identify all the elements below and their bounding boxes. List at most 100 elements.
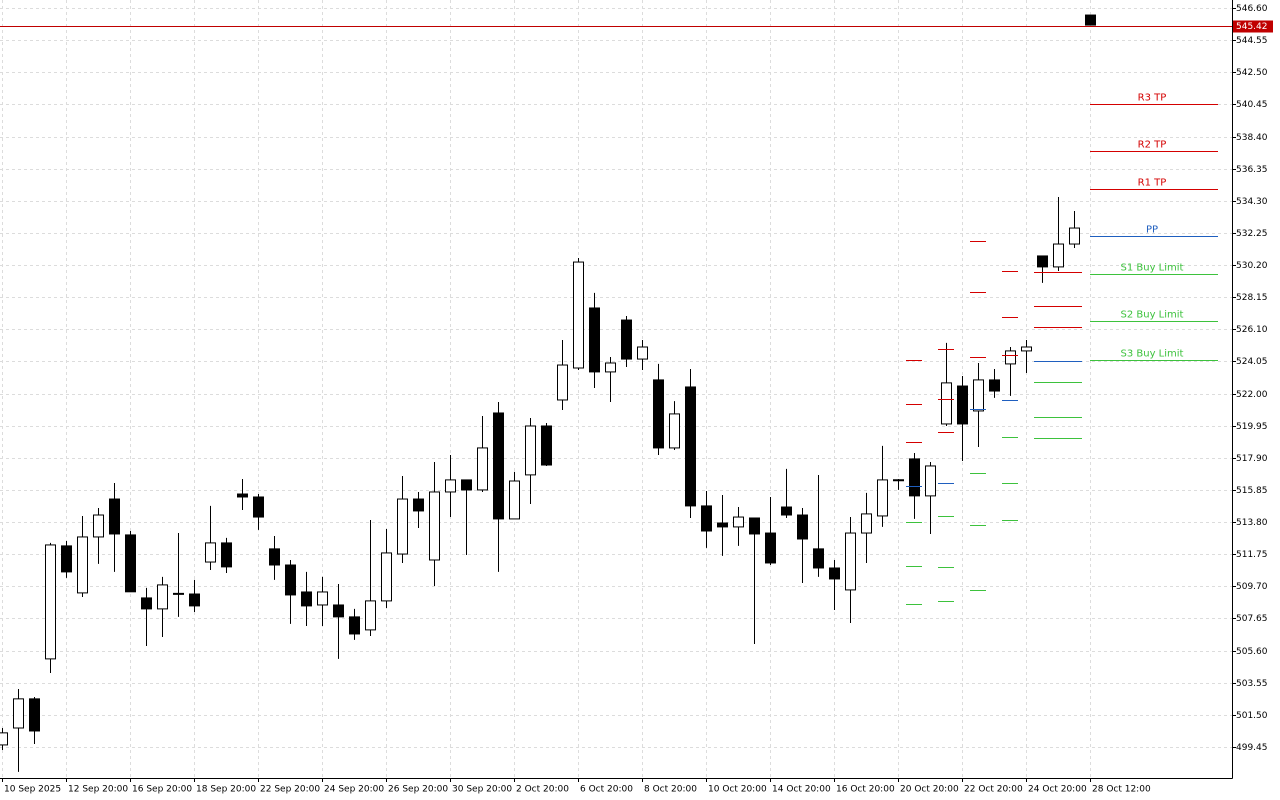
y-tick-label: 536.35: [1236, 165, 1268, 175]
candle-body: [269, 548, 280, 566]
x-tick-label: 16 Oct 20:00: [836, 785, 895, 795]
x-tick-label: 10 Sep 2025: [4, 785, 61, 795]
x-tick-label: 12 Sep 20:00: [68, 785, 128, 795]
candle-body: [861, 513, 872, 534]
y-tick-label: 526.10: [1236, 325, 1268, 335]
candle-body: [253, 496, 264, 518]
candle-body: [541, 425, 552, 466]
candle-body: [61, 545, 72, 573]
candle-body: [349, 616, 360, 635]
candle-body: [765, 532, 776, 564]
candle-body: [1005, 350, 1016, 365]
x-tick-label: 28 Oct 12:00: [1092, 785, 1151, 795]
candle-body: [397, 498, 408, 555]
level-label: PP: [1146, 225, 1158, 236]
candle-body: [205, 542, 216, 563]
candle-body: [333, 604, 344, 618]
candle-body: [13, 698, 24, 729]
y-tick-label: 499.45: [1236, 743, 1268, 753]
y-tick-label: 505.60: [1236, 647, 1268, 657]
x-tick-label: 30 Sep 20:00: [452, 785, 512, 795]
level-label: S2 Buy Limit: [1121, 310, 1184, 321]
axes: 546.60 544.55 542.50 540.45 538.40 536.35 534.…: [2, 4, 1273, 795]
candle-body: [573, 261, 584, 369]
x-tick-label: 8 Oct 20:00: [644, 785, 697, 795]
candle-body: [125, 534, 136, 593]
current-price-box: [1233, 20, 1273, 33]
candle-body: [973, 379, 984, 412]
x-tick-label: 22 Oct 20:00: [964, 785, 1023, 795]
candle-body: [589, 307, 600, 373]
candle-body: [365, 600, 376, 631]
candle-body: [237, 493, 248, 498]
candle-body: [813, 548, 824, 569]
candle-body: [461, 479, 472, 491]
grid: [0, 0, 1232, 778]
candle-body: [141, 597, 152, 610]
x-tick-label: 26 Sep 20:00: [388, 785, 448, 795]
candle-body: [477, 447, 488, 491]
current-price-label: 545.42: [1236, 22, 1268, 32]
candle-body: [797, 514, 808, 540]
y-tick-label: 540.45: [1236, 100, 1268, 110]
candle-body: [605, 362, 616, 373]
level-label: R3 TP: [1138, 93, 1167, 104]
candle-body: [93, 514, 104, 538]
candle-body: [637, 346, 648, 360]
candle-body: [621, 319, 632, 360]
candle-body: [29, 698, 40, 732]
candle-body: [525, 425, 536, 476]
candle-body: [221, 542, 232, 568]
candle-body: [445, 479, 456, 493]
candle-body: [845, 532, 856, 591]
candle-body: [957, 385, 968, 425]
candle-body: [685, 386, 696, 507]
y-tick-label: 503.55: [1236, 679, 1268, 689]
y-tick-label: 542.50: [1236, 68, 1268, 78]
candle-body: [493, 412, 504, 520]
candle-body: [109, 498, 120, 535]
y-tick-label: 517.90: [1236, 454, 1268, 464]
candle-body: [413, 498, 424, 512]
y-tick-label: 534.30: [1236, 197, 1268, 207]
y-tick-label: 544.55: [1236, 36, 1268, 46]
candle-body: [381, 552, 392, 602]
candle-body: [0, 732, 8, 746]
y-tick-label: 519.95: [1236, 422, 1268, 432]
candle-body: [157, 584, 168, 610]
x-tick-label: 18 Sep 20:00: [196, 785, 256, 795]
x-tick-label: 10 Oct 20:00: [708, 785, 767, 795]
x-tick-label: 22 Sep 20:00: [260, 785, 320, 795]
candle-body: [893, 479, 904, 482]
candle-body: [1037, 255, 1048, 268]
y-tick-label: 528.15: [1236, 293, 1268, 303]
x-tick-label: 20 Oct 20:00: [900, 785, 959, 795]
x-tick-label: 24 Sep 20:00: [324, 785, 384, 795]
candle-body: [1053, 243, 1064, 268]
candle-body: [733, 516, 744, 528]
candle-body: [173, 592, 184, 595]
x-tick-label: 24 Oct 20:00: [1028, 785, 1087, 795]
candle-body: [189, 593, 200, 607]
y-tick-label: 530.20: [1236, 261, 1268, 271]
y-tick-label: 515.85: [1236, 486, 1268, 496]
y-tick-label: 532.25: [1236, 229, 1268, 239]
candle-body: [829, 567, 840, 580]
candle-body: [557, 364, 568, 401]
candle-body: [877, 479, 888, 517]
candle-body: [717, 522, 728, 528]
plot-area: R3 TP R2 TP R1 TP PP S1 Buy Limit S2 Buy Limi…: [0, 14, 1232, 772]
candle-body: [909, 458, 920, 497]
x-tick-label: 6 Oct 20:00: [580, 785, 633, 795]
candle-body: [989, 379, 1000, 392]
candle-body: [1069, 227, 1080, 245]
y-tick-label: 501.50: [1236, 711, 1268, 721]
y-tick-label: 513.80: [1236, 518, 1268, 528]
y-tick-label: 507.65: [1236, 614, 1268, 624]
candle-body: [285, 564, 296, 596]
candle-body: [669, 413, 680, 449]
y-tick-label: 538.40: [1236, 133, 1268, 143]
candle-body: [781, 506, 792, 516]
